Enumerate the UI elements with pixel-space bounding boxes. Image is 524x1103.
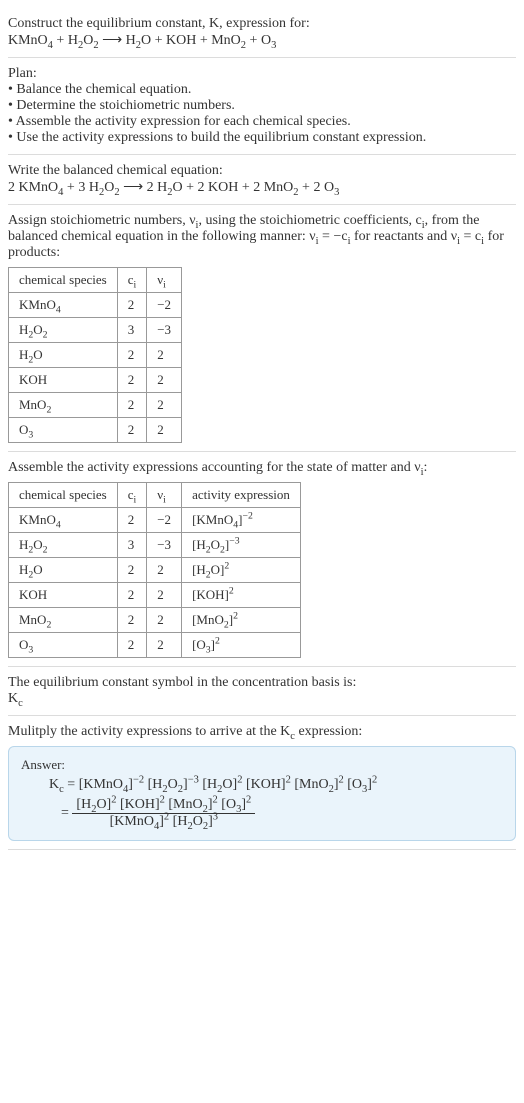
balanced-section: Write the balanced chemical equation: 2 … [8,155,516,205]
kc-symbol-section: The equilibrium constant symbol in the c… [8,667,516,716]
col-activity: activity expression [182,483,301,508]
multiply-text: Mulitply the activity expressions to arr… [8,724,516,740]
col-species: chemical species [9,483,118,508]
col-species: chemical species [9,268,118,293]
answer-fraction: [H2O]2 [KOH]2 [MnO2]2 [O3]2 [KMnO4]2 [H2… [72,797,255,830]
plan-bullet: • Balance the chemical equation. [8,82,516,98]
table-row: MnO222 [9,393,182,418]
activity-section: Assemble the activity expressions accoun… [8,452,516,667]
answer-line2: = [H2O]2 [KOH]2 [MnO2]2 [O3]2 [KMnO4]2 [… [61,797,503,830]
fraction-denominator: [KMnO4]2 [H2O2]3 [72,814,255,830]
plan-bullet: • Assemble the activity expression for e… [8,114,516,130]
table-header-row: chemical species ci νi activity expressi… [9,483,301,508]
table-row: KMnO42−2 [9,293,182,318]
equals-sign: = [61,806,72,821]
multiply-section: Mulitply the activity expressions to arr… [8,716,516,850]
activity-table: chemical species ci νi activity expressi… [8,482,301,658]
kc-symbol: Kc [8,691,516,707]
table-header-row: chemical species ci νi [9,268,182,293]
answer-label: Answer: [21,757,503,773]
col-ci: ci [117,268,147,293]
table-row: KOH22 [9,368,182,393]
intro-equation: KMnO4 + H2O2 ⟶ H2O + KOH + MnO2 + O3 [8,32,516,49]
table-row: KMnO42−2[KMnO4]−2 [9,508,301,533]
intro-section: Construct the equilibrium constant, K, e… [8,8,516,58]
stoich-section: Assign stoichiometric numbers, νi, using… [8,205,516,452]
plan-bullet: • Use the activity expressions to build … [8,130,516,146]
table-row: H2O23−3 [9,318,182,343]
activity-text: Assemble the activity expressions accoun… [8,460,516,476]
plan-heading: Plan: [8,66,516,82]
table-row: KOH22[KOH]2 [9,583,301,608]
col-vi: νi [147,483,182,508]
answer-line1: Kc = [KMnO4]−2 [H2O2]−3 [H2O]2 [KOH]2 [M… [33,777,503,793]
col-vi: νi [147,268,182,293]
stoich-text: Assign stoichiometric numbers, νi, using… [8,213,516,261]
balanced-heading: Write the balanced chemical equation: [8,163,516,179]
balanced-equation: 2 KMnO4 + 3 H2O2 ⟶ 2 H2O + 2 KOH + 2 MnO… [8,179,516,196]
table-row: H2O22[H2O]2 [9,558,301,583]
answer-box: Answer: Kc = [KMnO4]−2 [H2O2]−3 [H2O]2 [… [8,746,516,841]
plan-bullet: • Determine the stoichiometric numbers. [8,98,516,114]
plan-section: Plan: • Balance the chemical equation. •… [8,58,516,155]
stoich-table: chemical species ci νi KMnO42−2 H2O23−3 … [8,267,182,443]
table-row: O322[O3]2 [9,633,301,658]
table-row: H2O22 [9,343,182,368]
table-row: O322 [9,418,182,443]
table-row: MnO222[MnO2]2 [9,608,301,633]
col-ci: ci [117,483,147,508]
kc-symbol-text: The equilibrium constant symbol in the c… [8,675,516,691]
table-row: H2O23−3[H2O2]−3 [9,533,301,558]
intro-line1: Construct the equilibrium constant, K, e… [8,16,516,32]
